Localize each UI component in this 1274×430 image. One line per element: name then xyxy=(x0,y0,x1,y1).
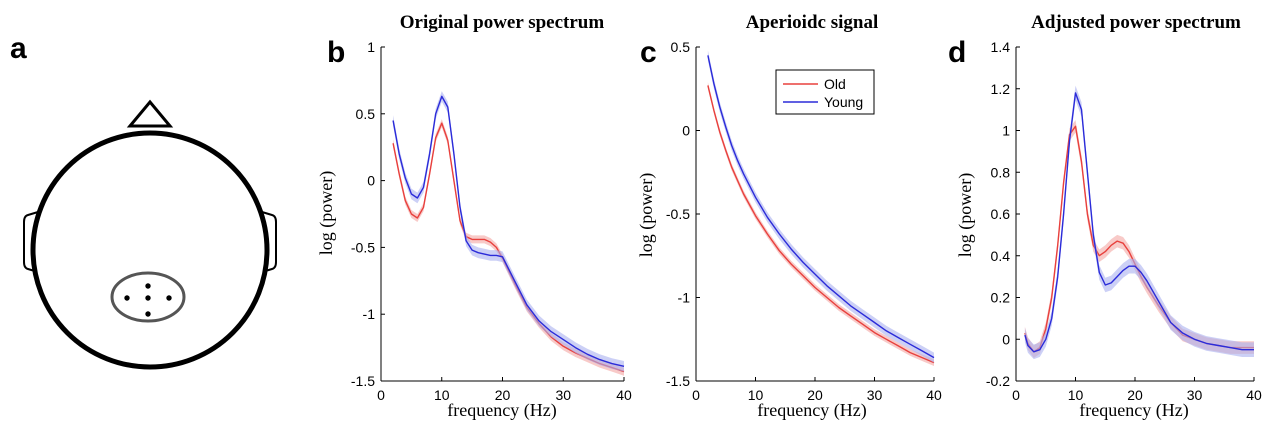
chart-title-b: Original power spectrum xyxy=(400,12,605,33)
y-tick-label: 0.4 xyxy=(991,248,1011,264)
x-tick-label: 30 xyxy=(1187,387,1203,403)
x-tick-label: 30 xyxy=(555,387,571,403)
y-tick-label: 0.2 xyxy=(991,290,1011,306)
electrode-dot xyxy=(124,295,130,301)
series-line-old xyxy=(707,85,935,364)
y-tick-label: 1.4 xyxy=(991,39,1011,55)
panel-d: d Adjusted power spectrum 0 10 20 30 40-0.20… xyxy=(948,12,1262,421)
y-axis-label-d: log (power) xyxy=(955,173,976,257)
plot-area-d: 0 10 20 30 40-0.200.20.40.60.811.21.4 xyxy=(986,39,1262,403)
y-axis-label-c: log (power) xyxy=(636,173,657,257)
series-line-young xyxy=(392,95,625,367)
y-tick-label: -1 xyxy=(363,306,376,322)
x-tick-label: 10 xyxy=(748,387,764,403)
x-tick-label: 20 xyxy=(495,387,511,403)
y-tick-label: 0 xyxy=(367,173,375,189)
error-band-old xyxy=(1024,120,1254,358)
y-tick-label: 0.8 xyxy=(991,164,1011,180)
electrode-dot xyxy=(145,295,151,301)
panel-letter-d: d xyxy=(948,36,966,69)
panel-b: b Original power spectrum 0 10 20 30 40-1.5-… xyxy=(316,12,632,421)
series-line-young xyxy=(1024,92,1254,353)
series-line-old xyxy=(1024,125,1254,353)
legend-c: Old Young xyxy=(775,69,875,115)
error-band-young xyxy=(393,91,624,372)
right-ear-shape xyxy=(261,211,277,273)
chart-title-d: Adjusted power spectrum xyxy=(1031,12,1241,33)
panel-letter-c: c xyxy=(640,36,657,69)
series-line-young xyxy=(707,55,935,359)
electrode-dot xyxy=(145,283,151,289)
left-ear-shape xyxy=(23,211,39,273)
y-tick-label: -0.5 xyxy=(666,206,690,222)
legend-label-old: Old xyxy=(824,76,846,92)
series-line-old xyxy=(392,122,625,373)
panel-letter-b: b xyxy=(327,36,345,69)
x-tick-label: 20 xyxy=(807,387,823,403)
y-tick-label: -0.2 xyxy=(986,373,1010,389)
x-tick-label: 0 xyxy=(692,387,700,403)
x-tick-label: 20 xyxy=(1127,387,1143,403)
head-outline xyxy=(30,130,270,370)
x-tick-label: 10 xyxy=(1068,387,1084,403)
panel-a: a xyxy=(10,32,277,370)
y-tick-label: -1.5 xyxy=(666,373,690,389)
y-tick-label: 0.5 xyxy=(356,106,376,122)
y-tick-label: -1.5 xyxy=(351,373,375,389)
x-axis-label-d: frequency (Hz) xyxy=(1079,400,1188,421)
chart-title-c: Aperioidc signal xyxy=(746,12,878,33)
error-band-old xyxy=(707,82,934,366)
plot-area-b: 0 10 20 30 40 -1.5 -1 -0.5 0 0.5 1 xyxy=(351,39,632,403)
x-tick-label: 40 xyxy=(926,387,942,403)
panel-letter-a: a xyxy=(10,32,27,65)
panel-c: c Aperioidc signal 0 10 20 30 40-1.5-1-0.500… xyxy=(636,12,942,421)
y-tick-label: -0.5 xyxy=(351,239,375,255)
y-tick-label: 0.6 xyxy=(991,206,1011,222)
x-tick-label: 0 xyxy=(377,387,385,403)
y-tick-label: 0 xyxy=(1002,331,1010,347)
x-tick-label: 40 xyxy=(616,387,632,403)
plot-area-c: 0 10 20 30 40 -1.5 -1 -0.5 0 0.5 xyxy=(666,39,942,403)
x-axis-label-c: frequency (Hz) xyxy=(757,400,866,421)
legend-label-young: Young xyxy=(824,94,863,110)
electrode-dot xyxy=(145,311,151,317)
x-tick-label: 10 xyxy=(434,387,450,403)
y-tick-label: 0.5 xyxy=(671,39,691,55)
electrode-dot xyxy=(166,295,172,301)
x-tick-label: 0 xyxy=(1012,387,1020,403)
head-schematic xyxy=(23,99,277,370)
error-band-old xyxy=(393,119,624,376)
y-axis-label-b: log (power) xyxy=(316,171,337,255)
electrode-cluster-ring xyxy=(110,271,186,323)
y-tick-label: 1 xyxy=(1002,123,1010,139)
legend-box xyxy=(775,69,875,115)
x-tick-label: 40 xyxy=(1246,387,1262,403)
y-tick-label: 1 xyxy=(367,39,375,55)
y-tick-label: -1 xyxy=(678,290,691,306)
x-tick-label: 30 xyxy=(867,387,883,403)
y-tick-label: 0 xyxy=(682,123,690,139)
y-tick-label: 1.2 xyxy=(991,81,1011,97)
nose-shape xyxy=(126,99,174,128)
x-axis-label-b: frequency (Hz) xyxy=(447,400,556,421)
